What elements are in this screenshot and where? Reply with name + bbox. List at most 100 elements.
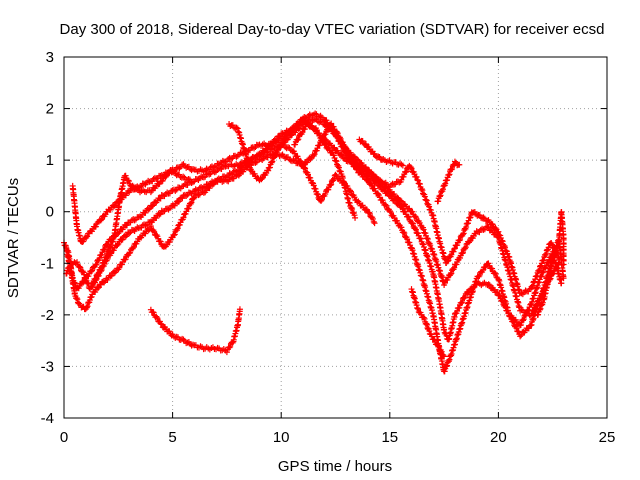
data-point: [404, 213, 411, 220]
data-point: [195, 192, 202, 199]
data-point: [538, 260, 545, 267]
data-point: [366, 210, 373, 217]
y-tick-label: 3: [46, 49, 54, 66]
data-point: [164, 189, 171, 196]
data-point: [318, 135, 325, 142]
data-point: [400, 229, 407, 236]
data-point: [116, 264, 123, 271]
data-point: [448, 251, 455, 258]
x-tick-label: 25: [599, 429, 616, 446]
data-point: [334, 130, 341, 137]
data-point: [226, 344, 233, 351]
data-point: [502, 247, 509, 254]
data-point: [412, 226, 419, 233]
grid-lines: [64, 57, 607, 418]
y-tick-label: -3: [41, 358, 54, 375]
series-track-d: [63, 120, 563, 313]
data-point: [110, 247, 117, 254]
data-point: [316, 119, 323, 126]
data-point: [381, 180, 388, 187]
data-point: [502, 244, 509, 251]
data-point: [130, 244, 137, 251]
data-point: [271, 152, 278, 159]
data-point: [507, 313, 514, 320]
data-point: [311, 151, 318, 158]
data-point: [422, 230, 429, 237]
data-point: [280, 135, 287, 142]
data-point: [540, 257, 547, 264]
data-point: [337, 135, 344, 142]
data-point: [79, 268, 86, 275]
data-point: [282, 155, 289, 162]
data-point: [125, 177, 132, 184]
data-point: [413, 174, 420, 181]
data-point: [415, 177, 422, 184]
data-point: [301, 126, 308, 133]
data-point: [482, 264, 489, 271]
data-point: [438, 348, 445, 355]
data-point: [413, 214, 420, 221]
data-point: [179, 161, 186, 168]
data-point: [150, 309, 157, 316]
data-point: [127, 249, 134, 256]
data-point: [377, 177, 384, 184]
data-point: [467, 214, 474, 221]
data-point: [389, 180, 396, 187]
data-point: [183, 164, 190, 171]
data-point: [409, 208, 416, 215]
data-point: [497, 235, 504, 242]
data-point: [274, 147, 281, 154]
data-point: [424, 236, 431, 243]
data-point: [97, 217, 104, 224]
data-point: [157, 238, 164, 245]
data-point: [96, 255, 103, 262]
data-point: [421, 193, 428, 200]
data-point: [150, 202, 157, 209]
data-point: [445, 257, 452, 264]
data-point: [447, 271, 454, 278]
data-point: [185, 175, 192, 182]
data-point: [257, 156, 264, 163]
data-point: [92, 288, 99, 295]
data-point: [298, 158, 305, 165]
data-point: [89, 280, 96, 287]
data-point: [420, 190, 427, 197]
data-point: [186, 176, 193, 183]
data-point: [153, 232, 160, 239]
data-point: [194, 176, 201, 183]
data-point: [476, 272, 483, 279]
data-point: [504, 250, 511, 257]
series-track-e: [147, 306, 243, 356]
data-point: [558, 280, 565, 287]
data-point: [462, 244, 469, 251]
data-point: [440, 352, 447, 359]
data-point: [318, 134, 325, 141]
data-point: [522, 287, 529, 294]
data-point: [454, 242, 461, 249]
data-point: [180, 336, 187, 343]
data-point: [63, 270, 70, 277]
data-point: [365, 176, 372, 183]
data-point: [284, 131, 291, 138]
data-point: [200, 174, 207, 181]
data-point: [513, 325, 520, 332]
data-point: [233, 124, 240, 131]
data-point: [485, 281, 492, 288]
data-point: [406, 239, 413, 246]
x-tick-label: 0: [60, 429, 68, 446]
data-point: [92, 261, 99, 268]
data-point: [354, 156, 361, 163]
data-point: [375, 190, 382, 197]
data-point: [525, 325, 532, 332]
data-point: [434, 342, 441, 349]
data-point: [190, 195, 197, 202]
data-point: [352, 214, 359, 221]
data-point: [189, 165, 196, 172]
data-point: [464, 220, 471, 227]
data-point: [71, 290, 78, 297]
data-point: [251, 170, 258, 177]
data-point: [404, 236, 411, 243]
data-point: [294, 153, 301, 160]
data-point: [449, 165, 456, 172]
data-point: [402, 208, 409, 215]
